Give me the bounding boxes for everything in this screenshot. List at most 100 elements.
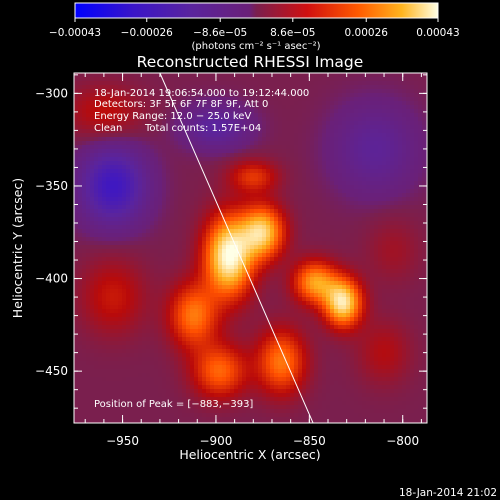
heatmap-cell xyxy=(202,293,207,298)
heatmap-cell xyxy=(74,265,79,270)
heatmap-cell xyxy=(198,77,203,82)
heatmap-cell xyxy=(250,257,255,262)
heatmap-cell xyxy=(134,89,139,94)
heatmap-cell xyxy=(390,229,395,234)
heatmap-cell xyxy=(154,93,159,98)
heatmap-cell xyxy=(318,229,323,234)
heatmap-cell xyxy=(330,185,335,190)
heatmap-cell xyxy=(82,93,87,98)
heatmap-cell xyxy=(150,217,155,222)
heatmap-cell xyxy=(242,221,247,226)
heatmap-cell xyxy=(170,105,175,110)
heatmap-cell xyxy=(78,149,83,154)
heatmap-cell xyxy=(122,209,127,214)
heatmap-cell xyxy=(198,173,203,178)
heatmap-cell xyxy=(422,289,427,294)
heatmap-cell xyxy=(214,265,219,270)
heatmap-cell xyxy=(358,137,363,142)
heatmap-cell xyxy=(190,289,195,294)
heatmap-cell xyxy=(422,241,427,246)
heatmap-cell xyxy=(310,73,315,78)
heatmap-cell xyxy=(150,117,155,122)
heatmap-cell xyxy=(394,249,399,254)
heatmap-cell xyxy=(286,197,291,202)
heatmap-cell xyxy=(414,117,419,122)
heatmap-cell xyxy=(262,97,267,102)
heatmap-cell xyxy=(374,165,379,170)
heatmap-cell xyxy=(278,173,283,178)
heatmap-cell xyxy=(166,221,171,226)
heatmap-cell xyxy=(194,177,199,182)
heatmap-cell xyxy=(122,277,127,282)
heatmap-cell xyxy=(322,237,327,242)
heatmap-cell xyxy=(390,169,395,174)
heatmap-cell xyxy=(102,249,107,254)
heatmap-cell xyxy=(250,125,255,130)
heatmap-cell xyxy=(242,121,247,126)
heatmap-cell xyxy=(106,77,111,82)
heatmap-cell xyxy=(214,229,219,234)
heatmap-cell xyxy=(338,189,343,194)
heatmap-cell xyxy=(210,161,215,166)
heatmap-cell xyxy=(390,145,395,150)
heatmap-cell xyxy=(194,93,199,98)
heatmap-cell xyxy=(354,197,359,202)
heatmap-cell xyxy=(114,205,119,210)
heatmap-cell xyxy=(290,81,295,86)
heatmap-cell xyxy=(202,117,207,122)
heatmap-cell xyxy=(182,205,187,210)
heatmap-cell xyxy=(162,245,167,250)
heatmap-cell xyxy=(74,141,79,146)
heatmap-cell xyxy=(326,281,331,286)
heatmap-cell xyxy=(206,165,211,170)
heatmap-cell xyxy=(246,281,251,286)
heatmap-cell xyxy=(278,125,283,130)
heatmap-cell xyxy=(374,201,379,206)
heatmap-cell xyxy=(158,193,163,198)
heatmap-cell xyxy=(178,289,183,294)
heatmap-cell xyxy=(118,201,123,206)
heatmap-cell xyxy=(138,109,143,114)
heatmap-cell xyxy=(270,153,275,158)
heatmap-cell xyxy=(238,221,243,226)
heatmap-cell xyxy=(418,81,423,86)
heatmap-cell xyxy=(378,237,383,242)
heatmap-cell xyxy=(370,141,375,146)
heatmap-cell xyxy=(262,233,267,238)
heatmap-cell xyxy=(362,97,367,102)
heatmap-cell xyxy=(382,185,387,190)
heatmap-cell xyxy=(218,201,223,206)
heatmap-cell xyxy=(258,201,263,206)
heatmap-cell xyxy=(234,121,239,126)
heatmap-cell xyxy=(306,277,311,282)
heatmap-cell xyxy=(354,189,359,194)
heatmap-cell xyxy=(346,121,351,126)
heatmap-cell xyxy=(194,225,199,230)
heatmap-cell xyxy=(262,285,267,290)
heatmap-cell xyxy=(258,121,263,126)
heatmap-cell xyxy=(322,249,327,254)
heatmap-cell xyxy=(294,137,299,142)
heatmap-cell xyxy=(306,261,311,266)
heatmap-cell xyxy=(182,161,187,166)
heatmap-cell xyxy=(354,217,359,222)
heatmap-cell xyxy=(358,277,363,282)
heatmap-cell xyxy=(350,153,355,158)
heatmap-cell xyxy=(250,165,255,170)
heatmap-cell xyxy=(198,157,203,162)
heatmap-cell xyxy=(142,245,147,250)
heatmap-cell xyxy=(386,289,391,294)
heatmap-cell xyxy=(186,237,191,242)
heatmap-cell xyxy=(170,237,175,242)
heatmap-cell xyxy=(82,177,87,182)
heatmap-cell xyxy=(238,97,243,102)
heatmap-cell xyxy=(182,241,187,246)
heatmap-cell xyxy=(238,237,243,242)
heatmap-cell xyxy=(422,185,427,190)
heatmap-cell xyxy=(254,181,259,186)
heatmap-cell xyxy=(330,237,335,242)
heatmap-cell xyxy=(222,209,227,214)
heatmap-cell xyxy=(330,201,335,206)
heatmap-cell xyxy=(402,157,407,162)
heatmap-cell xyxy=(86,161,91,166)
